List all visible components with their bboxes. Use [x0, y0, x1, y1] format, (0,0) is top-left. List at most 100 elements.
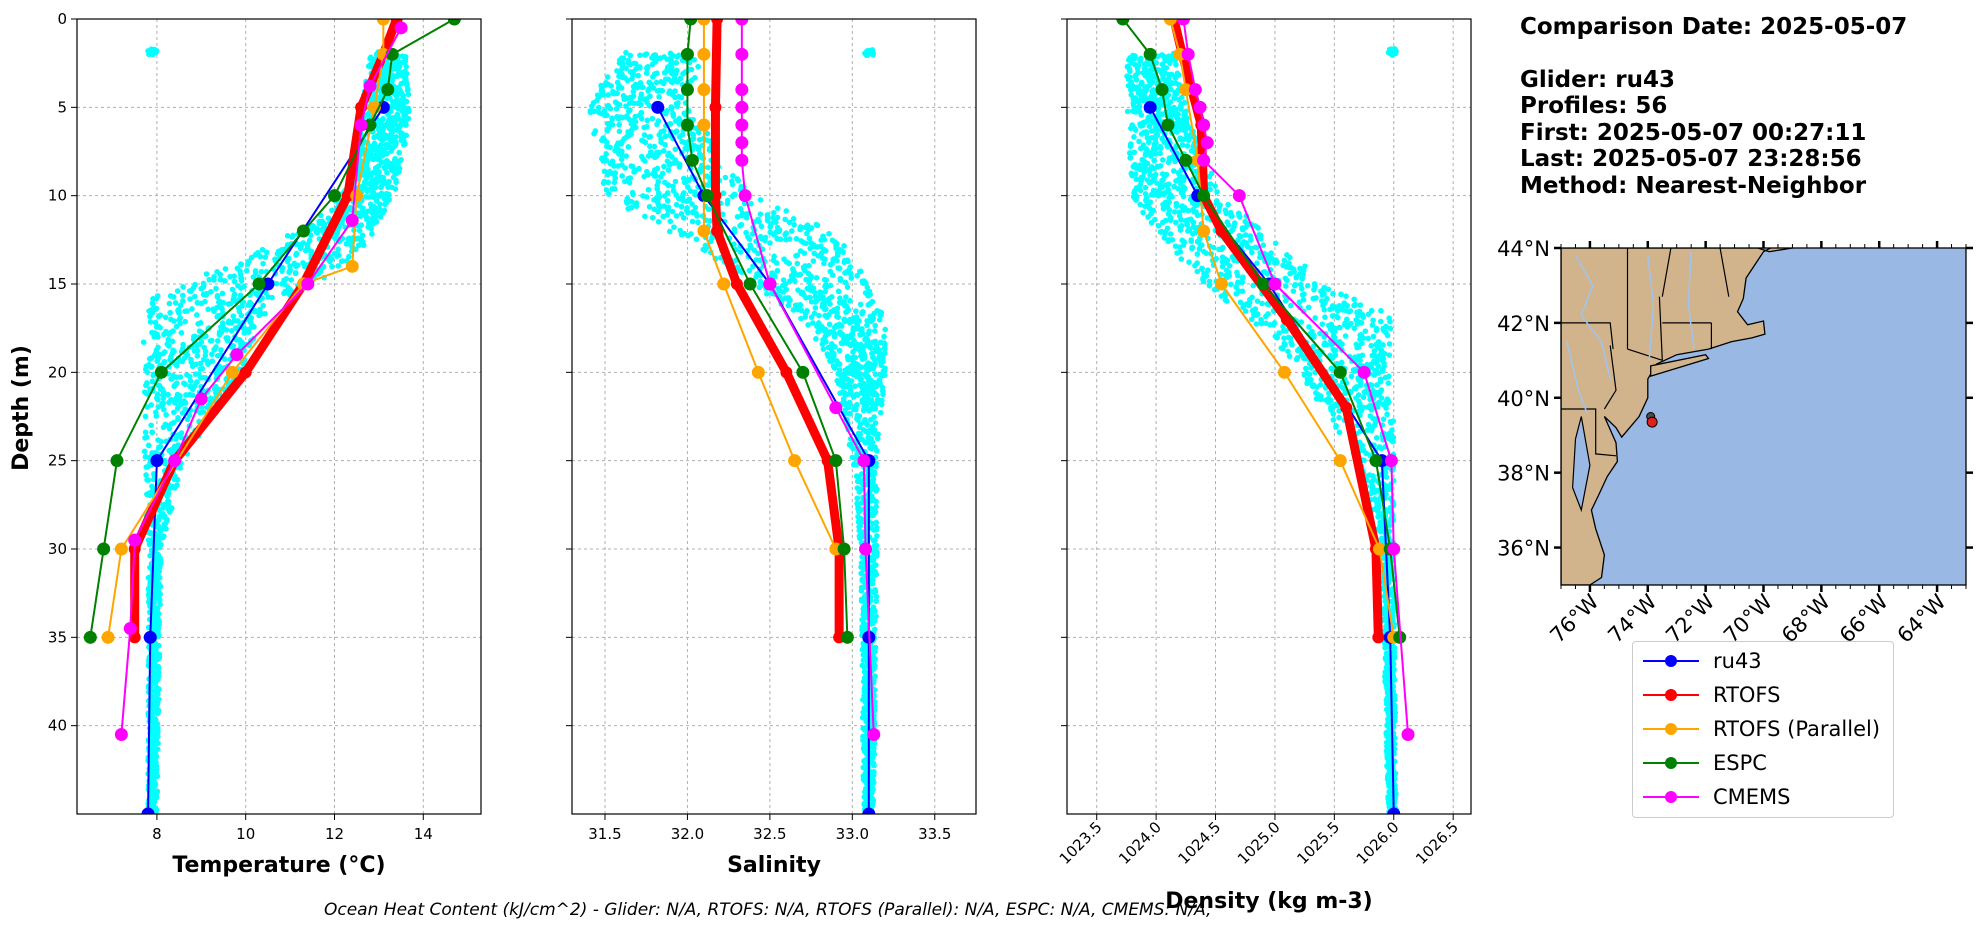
- glider-point: [1147, 172, 1153, 178]
- glider-point: [827, 261, 834, 268]
- glider-point: [685, 232, 691, 239]
- glider-point: [1207, 186, 1213, 193]
- glider-point: [218, 329, 225, 335]
- glider-point: [1194, 212, 1201, 219]
- glider-point: [632, 113, 639, 120]
- glider-point: [1338, 291, 1344, 298]
- glider-point: [807, 283, 814, 289]
- glider-point: [213, 383, 219, 390]
- glider-point: [655, 208, 661, 215]
- glider-point: [157, 601, 163, 608]
- glider-point: [670, 188, 677, 194]
- data-point: [168, 454, 182, 468]
- glider-point: [640, 193, 646, 199]
- glider-point: [857, 301, 864, 308]
- glider-point: [672, 178, 679, 185]
- glider-point: [879, 373, 885, 379]
- glider-point: [813, 221, 820, 228]
- glider-point: [1148, 153, 1154, 159]
- glider-point: [757, 211, 764, 217]
- glider-point: [175, 416, 181, 423]
- glider-point: [1242, 232, 1249, 238]
- glider-point: [805, 322, 811, 328]
- glider-point: [162, 460, 168, 467]
- glider-point: [810, 258, 817, 264]
- glider-point: [211, 308, 217, 315]
- glider-point: [859, 310, 865, 316]
- glider-point: [182, 400, 189, 406]
- glider-point: [1248, 237, 1254, 243]
- glider-point: [368, 225, 374, 232]
- glider-point: [379, 179, 386, 186]
- glider-point: [222, 266, 229, 272]
- data-point: [735, 136, 749, 150]
- glider-point: [1133, 185, 1140, 191]
- glider-point: [1127, 155, 1134, 161]
- glider-point: [853, 373, 860, 380]
- glider-point: [1201, 248, 1207, 255]
- glider-point: [1171, 183, 1178, 190]
- glider-point: [1269, 256, 1275, 262]
- glider-point: [684, 146, 691, 153]
- y-tick-label: 30: [48, 540, 67, 558]
- glider-point: [1167, 231, 1174, 237]
- glider-point: [881, 333, 887, 340]
- glider-point: [160, 424, 167, 431]
- data-point: [829, 401, 843, 415]
- glider-point: [152, 772, 158, 778]
- glider-point: [848, 275, 855, 281]
- glider-point: [1166, 195, 1172, 201]
- data-point: [301, 277, 315, 291]
- glider-point: [238, 312, 245, 319]
- glider-point: [1254, 260, 1260, 266]
- glider-point: [293, 252, 299, 258]
- glider-point: [166, 399, 172, 406]
- glider-point: [675, 118, 681, 125]
- glider-point: [854, 325, 861, 332]
- glider-point: [1129, 172, 1135, 179]
- x-tick-label: 31.5: [588, 825, 621, 843]
- glider-point: [1223, 210, 1230, 217]
- data-point: [743, 277, 757, 291]
- glider-point: [779, 282, 786, 289]
- glider-point: [695, 129, 702, 136]
- glider-point: [692, 204, 699, 211]
- glider-point: [1161, 191, 1167, 198]
- glider-point: [609, 116, 616, 123]
- glider-point: [284, 232, 291, 239]
- glider-point: [650, 85, 657, 91]
- glider-point: [822, 283, 828, 290]
- glider-point: [1166, 155, 1173, 161]
- glider-point: [1162, 228, 1169, 235]
- glider-point: [813, 275, 820, 281]
- glider-point: [822, 288, 829, 295]
- glider-point: [773, 219, 779, 226]
- glider-point: [160, 395, 167, 402]
- glider-point: [876, 317, 883, 323]
- glider-point: [152, 49, 159, 56]
- glider-point: [674, 103, 680, 110]
- glider-point: [1165, 238, 1172, 245]
- glider-point: [1287, 270, 1293, 277]
- glider-point: [1153, 146, 1159, 153]
- glider-point: [1180, 193, 1187, 200]
- glider-point: [871, 527, 877, 533]
- glider-point: [1291, 282, 1298, 289]
- glider-point: [162, 314, 169, 321]
- glider-point: [791, 278, 798, 284]
- axes-frame: [76, 18, 482, 815]
- glider-point: [818, 237, 825, 243]
- glider-point: [224, 337, 231, 344]
- glider-point: [695, 146, 702, 153]
- glider-point: [653, 79, 660, 86]
- data-point: [735, 118, 749, 132]
- glider-point: [403, 122, 409, 128]
- glider-point: [764, 217, 771, 224]
- glider-point: [882, 326, 889, 333]
- glider-point: [1178, 126, 1185, 133]
- glider-point: [1188, 216, 1194, 223]
- glider-point: [672, 94, 678, 101]
- glider-point: [787, 278, 793, 284]
- glider-point: [1155, 193, 1162, 199]
